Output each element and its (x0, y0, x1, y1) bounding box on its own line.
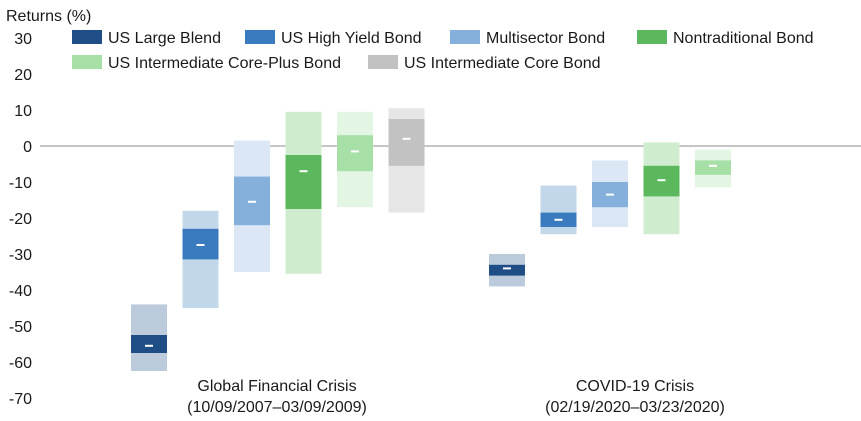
y-tick-label: 20 (14, 67, 32, 84)
box-1-2 (182, 210, 219, 308)
legend-label: Multisector Bond (486, 30, 605, 47)
legend-label: US Intermediate Core Bond (404, 55, 601, 72)
chart-legend: US Large Blend US High Yield Bond Multisec… (72, 30, 814, 72)
box-1-1 (131, 304, 167, 371)
legend-label: Nontraditional Bond (673, 30, 814, 47)
legend-swatch (450, 30, 480, 44)
group-label: Global Financial Crisis (197, 378, 356, 395)
y-tick-label: -20 (9, 211, 32, 228)
quartile-box (285, 155, 322, 209)
group-labels: Global Financial Crisis (10/09/2007–03/09… (187, 378, 725, 416)
legend-label: US Large Blend (108, 30, 221, 47)
legend-swatch (245, 30, 275, 44)
group-date-range: (02/19/2020–03/23/2020) (545, 399, 725, 416)
legend-swatch (368, 55, 398, 69)
box-1-4 (285, 111, 322, 274)
y-tick-label: -10 (9, 175, 32, 192)
y-tick-label: 30 (14, 31, 32, 48)
y-tick-label: -30 (9, 247, 32, 264)
quartile-box (695, 160, 731, 175)
legend-label: US High Yield Bond (281, 30, 422, 47)
plot-area (131, 108, 731, 371)
y-tick-label: -50 (9, 319, 32, 336)
box-1-3 (234, 140, 270, 272)
y-tick-label: -60 (9, 355, 32, 372)
legend-swatch (72, 55, 102, 69)
legend-swatch (637, 30, 667, 44)
box-1-6 (388, 108, 425, 213)
box-2-4 (643, 142, 680, 235)
quartile-box (337, 135, 373, 172)
group-label: COVID-19 Crisis (576, 378, 694, 395)
y-axis-title: Returns (%) (6, 8, 91, 25)
quartile-box (131, 335, 167, 353)
y-tick-label: -40 (9, 283, 32, 300)
box-2-1 (489, 254, 525, 287)
quartile-box (489, 264, 525, 276)
box-1-5 (337, 111, 373, 208)
y-tick-label: 0 (23, 139, 32, 156)
legend-swatch (72, 30, 102, 44)
y-tick-label: -70 (9, 391, 32, 408)
y-tick-label: 10 (14, 103, 32, 120)
box-2-3 (592, 160, 628, 227)
quartile-box (388, 119, 425, 166)
y-axis: 30 20 10 0 -10 -20 -30 -40 -50 -60 -70 (9, 31, 32, 408)
legend-label: US Intermediate Core-Plus Bond (108, 55, 341, 72)
group-date-range: (10/09/2007–03/09/2009) (187, 399, 367, 416)
box-2-2 (540, 185, 577, 235)
box-2-5 (695, 149, 731, 188)
